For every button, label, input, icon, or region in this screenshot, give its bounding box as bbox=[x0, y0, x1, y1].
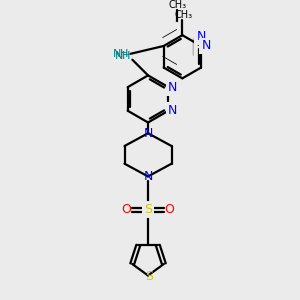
Text: N: N bbox=[168, 104, 177, 117]
Text: N: N bbox=[168, 81, 177, 94]
Text: N: N bbox=[114, 51, 123, 61]
Text: N: N bbox=[201, 40, 211, 52]
Text: N: N bbox=[196, 30, 206, 43]
Text: N: N bbox=[143, 127, 153, 140]
Text: CH₃: CH₃ bbox=[174, 10, 192, 20]
Text: N: N bbox=[112, 49, 121, 59]
Text: S: S bbox=[145, 270, 153, 283]
Text: N: N bbox=[143, 170, 153, 183]
Text: CH₃: CH₃ bbox=[168, 0, 187, 10]
Text: H: H bbox=[120, 49, 129, 59]
Text: S: S bbox=[144, 203, 152, 216]
Text: H: H bbox=[122, 51, 130, 61]
Text: O: O bbox=[165, 203, 175, 216]
Text: O: O bbox=[122, 203, 131, 216]
